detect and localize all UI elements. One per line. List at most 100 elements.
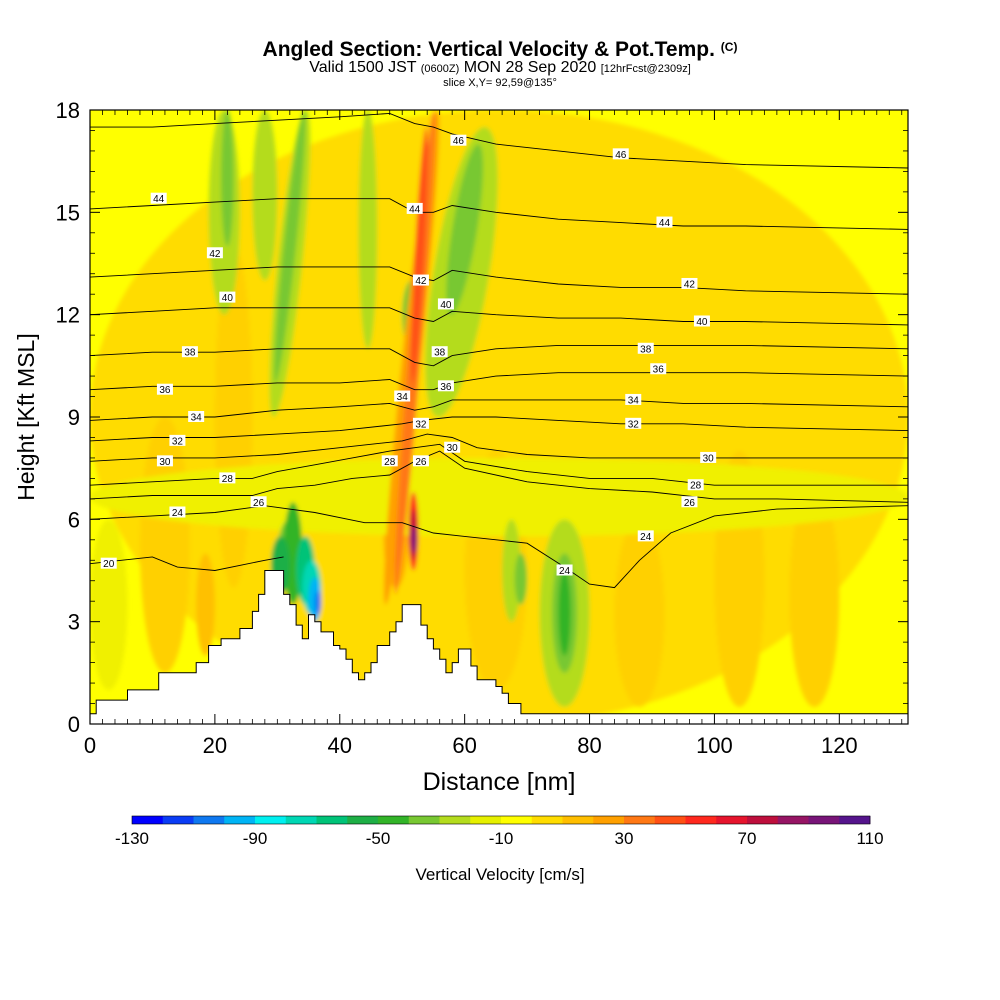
isotherm-label: 38 [434,348,446,359]
isotherm-label: 40 [440,300,452,311]
velocity-cell [614,519,665,707]
velocity-cell [789,485,840,707]
isotherm-label: 30 [159,457,171,468]
velocity-cell [274,110,306,383]
colorbar-swatch [531,816,563,824]
copyright-mark: (C) [720,40,738,54]
isotherm-label: 38 [184,348,196,359]
x-tick-label: 0 [84,733,96,758]
isotherm-label: 28 [690,481,702,492]
isotherm-label-bg [219,291,236,303]
colorbar-frame [131,815,871,825]
isotherm-line [90,399,908,421]
colorbar-swatch [255,816,287,824]
velocity-cell [411,127,428,383]
isotherm-label-bg [437,380,454,392]
isotherm-label-bg [381,455,398,467]
colorbar-swatch [285,816,317,824]
isotherm-label: 34 [397,392,409,403]
velocity-cell [196,553,215,656]
x-tick-label: 40 [328,733,352,758]
isotherm-label: 40 [696,317,708,328]
velocity-cell [446,144,484,315]
isotherm-line [90,416,908,442]
isotherm-label-bg [156,383,173,395]
isotherm-label-bg [150,192,167,204]
isotherm-label-bg [625,393,642,405]
isotherm-label: 44 [659,218,671,229]
velocity-cell [252,110,278,281]
isotherm-label-bg [700,451,717,463]
colorbar: -130 -90 -50 -10 30 70 110 [115,815,884,848]
isotherm-line [90,344,908,367]
velocity-cell [90,519,128,690]
isotherm-label: 42 [684,279,696,290]
y-tick-label: 0 [68,712,80,737]
isotherm-label: 40 [222,293,234,304]
isotherm-label-bg [625,417,642,429]
colorbar-swatch [224,816,256,824]
velocity-cell [314,590,322,615]
colorbar-swatch [470,816,502,824]
colorbar-swatch [347,816,379,824]
isotherm-label: 42 [209,249,221,260]
isotherm-label: 46 [453,136,465,147]
isotherm-label: 44 [153,194,165,205]
valid-time: Valid 1500 JST [309,59,417,76]
y-axis-label: Height [Kft MSL] [13,333,39,500]
terrain-mask [90,570,908,724]
colorbar-swatch [593,816,625,824]
y-tick-label: 18 [56,98,80,123]
isotherm-label-bg [100,557,117,569]
isotherm-label-bg [181,346,198,358]
x-tick-label: 120 [821,733,858,758]
isotherm-label-bg [444,441,461,453]
chart-subtitle: Valid 1500 JST (0600Z) MON 28 Sep 2020 [… [0,59,1000,78]
chart-title: Angled Section: Vertical Velocity & Pot.… [0,36,1000,61]
isotherm-label: 24 [640,532,652,543]
x-axis-label: Distance [nm] [423,768,576,796]
isotherm-label: 38 [640,344,652,355]
isotherm-label: 26 [253,498,265,509]
forecast-info: [12hrFcst@2309z] [600,63,691,75]
isotherm-label-bg [169,434,186,446]
isotherm-label: 42 [415,276,427,287]
isotherm-label-bg [412,274,429,286]
colorbar-swatch [624,816,656,824]
colorbar-tick-label: 30 [615,829,634,848]
isotherm-line [90,307,908,326]
colorbar-swatch [193,816,225,824]
isotherm-label-bg [656,216,673,228]
isotherm-label: 26 [415,457,427,468]
isotherm-label-bg [450,134,467,146]
y-tick-label: 15 [56,200,80,225]
colorbar-tick-label: -10 [489,829,514,848]
velocity-cell [558,570,571,656]
colorbar-tick-label: -50 [366,829,391,848]
isotherm-label: 30 [703,453,715,464]
chart-title-text: Angled Section: Vertical Velocity & Pot.… [262,38,715,61]
colorbar-swatch [777,816,809,824]
utc-time: (0600Z) [420,63,460,75]
colorbar-swatch [839,816,871,824]
isotherm-label: 20 [103,559,115,570]
isotherm-label: 24 [172,508,184,519]
isotherm-line [90,112,908,169]
x-tick-label: 60 [452,733,476,758]
isotherm-line [90,433,908,462]
x-tick-label: 80 [577,733,601,758]
isotherm-label: 32 [172,436,184,447]
isotherm-label: 34 [191,413,203,424]
isotherm-label-bg [412,417,429,429]
isotherm-label-bg [681,496,698,508]
isotherm-line [90,556,284,571]
isotherm-label-bg [612,148,629,160]
slice-info: slice X,Y= 92,59@135° [443,77,557,89]
isotherm-label-bg [412,455,429,467]
colorbar-swatch [562,816,594,824]
colorbar-swatch [716,816,748,824]
isotherm-label: 46 [615,150,627,161]
